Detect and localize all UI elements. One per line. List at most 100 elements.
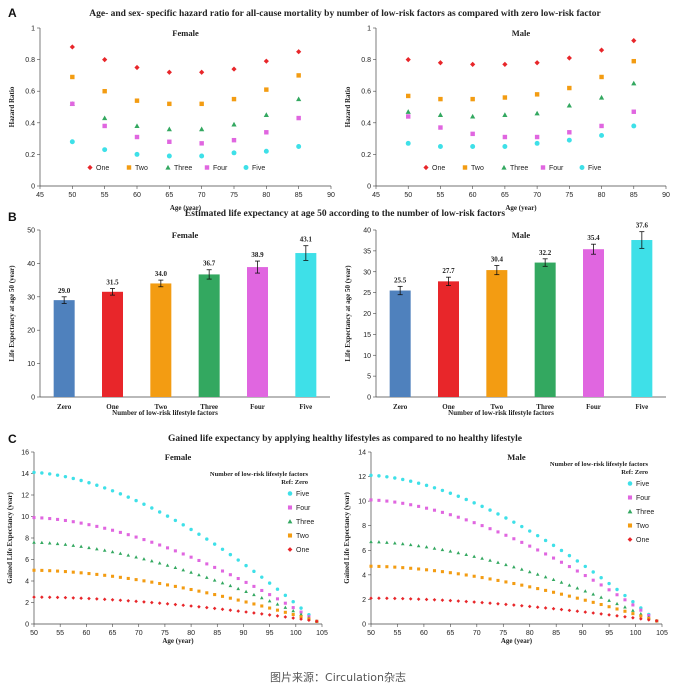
- C-female-point-five: [252, 569, 256, 574]
- B-female-y-tick-label: 40: [27, 261, 35, 268]
- C-male-point-four: [464, 518, 468, 522]
- A-female-point-one: [296, 49, 302, 55]
- C-female-point-three: [212, 578, 217, 582]
- C-female-point-five: [63, 474, 68, 479]
- A-male-point-five: [470, 144, 476, 149]
- C-female-point-two: [228, 596, 232, 600]
- C-female-point-two: [244, 600, 248, 604]
- C-female-point-four: [189, 555, 193, 559]
- A-female-y-tick-label: 1: [31, 26, 35, 33]
- C-male-point-four: [623, 598, 627, 602]
- C-male-point-two: [520, 583, 524, 587]
- A-female-point-five: [199, 153, 205, 159]
- C-female-y-tick-label: 8: [25, 536, 29, 543]
- C-female-point-four: [213, 565, 217, 569]
- C-male-point-three: [480, 556, 484, 560]
- C-female-y-tick-label: 16: [21, 450, 29, 457]
- C-male-y-tick-label: 10: [358, 499, 366, 506]
- C-male-point-five: [575, 559, 580, 563]
- C-male-point-two: [528, 585, 532, 589]
- C-female-point-four: [103, 526, 107, 530]
- C-female-point-five: [260, 575, 264, 579]
- C-male-point-five: [496, 512, 500, 516]
- C-male-point-one: [583, 610, 588, 614]
- A-male-x-tick-label: 70: [533, 192, 541, 199]
- C-male-point-three: [488, 558, 492, 562]
- B-male-data-label: 37.6: [636, 222, 649, 230]
- A-male-x-tick-label: 50: [404, 192, 412, 199]
- C-female-point-two: [111, 574, 115, 578]
- C-female-point-four: [268, 593, 272, 597]
- C-male-y-tick-label: 14: [358, 450, 366, 457]
- C-female-point-one: [55, 595, 60, 600]
- A-female-legend-label-two: Two: [135, 165, 148, 172]
- B-male-y-tick-label: 0: [367, 395, 371, 402]
- C-female-point-three: [150, 559, 154, 563]
- C-male-point-four: [599, 583, 603, 587]
- C-male-point-three: [512, 565, 516, 569]
- B-male-category-label: One: [442, 403, 454, 411]
- panel-letter-B: B: [8, 210, 17, 224]
- B-male-bar-four: [583, 249, 604, 397]
- C-female-point-two: [291, 612, 295, 617]
- C-male-point-one: [575, 609, 580, 614]
- A-female-point-one: [263, 58, 269, 64]
- B-female-x-label: Number of low-risk lifestyle factors: [112, 409, 218, 417]
- A-male-point-two: [406, 93, 411, 99]
- C-male-point-one: [480, 600, 484, 605]
- C-male-point-three: [527, 569, 532, 574]
- B-female-data-label: 36.7: [203, 260, 216, 268]
- C-male-point-three: [639, 612, 643, 616]
- C-female-point-five: [118, 492, 123, 496]
- A-male-point-four: [631, 109, 636, 114]
- C-male-point-four: [480, 524, 484, 528]
- A-female-legend-marker-five: [243, 165, 249, 170]
- C-male-point-two: [504, 580, 508, 584]
- C-male-point-five: [464, 497, 468, 502]
- A-male-point-five: [534, 140, 540, 146]
- C-male-point-four: [425, 506, 429, 510]
- C-female-point-four: [118, 530, 122, 534]
- C-female-point-two: [236, 598, 240, 602]
- A-female-legend-marker-two: [126, 165, 132, 170]
- C-male-point-four: [591, 578, 595, 582]
- C-male-point-five: [456, 494, 461, 498]
- C-male-legend-marker-five: [627, 481, 633, 486]
- C-female-point-two: [165, 583, 170, 587]
- B-male-bar-three: [534, 262, 556, 397]
- C-female-point-three: [134, 555, 138, 559]
- C-male-point-one: [551, 606, 556, 611]
- A-male-point-four: [599, 123, 604, 129]
- C-male-point-four: [409, 503, 413, 507]
- C-female-point-one: [189, 604, 193, 608]
- C-female-point-three: [236, 586, 241, 591]
- C-male-legend-marker-three: [627, 509, 633, 514]
- C-male-point-two: [536, 587, 540, 591]
- C-female-point-five: [95, 483, 99, 487]
- A-female-y-label: Hazard Ratio: [8, 86, 16, 127]
- C-female-point-four: [32, 516, 36, 520]
- C-female-point-two: [150, 580, 154, 584]
- C-male-point-one: [504, 602, 508, 607]
- C-female-point-one: [228, 608, 233, 612]
- C-female-x-tick-label: 85: [213, 630, 221, 637]
- C-male-legend-label-four: Four: [636, 495, 651, 502]
- C-male-x-tick-label: 50: [367, 630, 375, 637]
- C-male-x-tick-label: 90: [579, 630, 587, 637]
- A-female-point-two: [167, 101, 172, 107]
- C-female-point-four: [173, 549, 177, 553]
- C-female-point-two: [95, 572, 99, 576]
- A-female-point-two: [134, 98, 140, 103]
- C-male-x-tick-label: 80: [526, 630, 534, 637]
- C-female-point-one: [118, 598, 123, 603]
- A-female-legend-label-four: Four: [213, 165, 228, 172]
- B-male-y-tick-label: 20: [363, 311, 371, 318]
- C-male-point-five: [543, 538, 548, 543]
- C-female-point-three: [173, 565, 178, 569]
- C-male-point-one: [567, 608, 572, 613]
- C-male-point-one: [496, 601, 500, 606]
- panel-title-B: Estimated life expectancy at age 50 acco…: [185, 209, 505, 219]
- A-female-point-four: [102, 123, 107, 129]
- A-male-y-tick-label: 1: [367, 26, 371, 33]
